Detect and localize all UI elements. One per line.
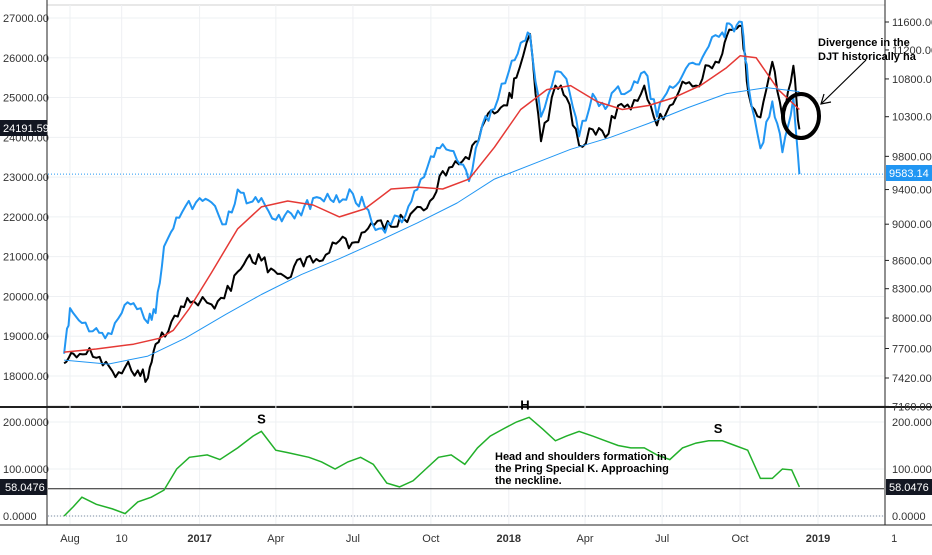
divergence-annotation-line2: DJT historically ha [818,51,917,63]
x-tick-label: 2017 [187,533,211,545]
left-tick-label: 26000.00 [3,53,49,65]
divergence-annotation-line1: Divergence in the [818,37,910,49]
indicator-right-tick-label: 200.0000 [892,417,932,429]
left-tick-label: 22000.00 [3,212,49,224]
left-tick-label: 27000.00 [3,13,49,25]
pattern-label: S [257,411,266,426]
pattern-label: H [520,397,529,412]
series-line-1 [63,20,801,354]
indicator-right-badge-bg [886,479,932,495]
divergence-annotation: Divergence in the DJT historically ha [781,37,917,140]
indicator-line [63,416,801,517]
indicator-layer: S H S [63,397,801,517]
pattern-label: S [714,421,723,436]
right-tick-label: 7700.00 [892,343,932,355]
x-tick-label: Jul [655,533,669,545]
right-price-badge-bg [886,165,932,181]
main-pane-frame [46,4,886,407]
indicator-right-tick-label: 100.0000 [892,464,932,476]
right-tick-label: 10300.00 [892,112,932,124]
x-tick-label: Apr [267,533,284,545]
x-tick-label: Oct [422,533,439,545]
left-tick-label: 25000.00 [3,93,49,105]
axis-labels: Aug 10 2017 Apr Jul Oct 2018 Apr Jul Oct 2019 1 1800… [3,13,932,545]
head-shoulders-annotation: Head and shoulders formation in the Prin… [495,451,669,487]
indicator-left-badge-bg [0,479,47,495]
indicator-right-badge: 58.0476 [886,479,932,495]
right-tick-label: 9400.00 [892,185,932,197]
indicator-right-tick-label: 0.0000 [892,511,926,523]
indicator-right-badge-text: 58.0476 [889,482,929,494]
right-tick-label: 10800.00 [892,74,932,86]
left-price-badge-bg [0,120,47,136]
right-tick-label: 8300.00 [892,284,932,296]
divergence-arrow [821,59,867,104]
indicator-left-badge: 58.0476 [0,479,47,495]
right-tick-label: 9800.00 [892,151,932,163]
x-tick-label: 2018 [497,533,521,545]
x-tick-label: Jul [346,533,360,545]
right-price-badge: 9583.14 [886,165,932,181]
right-tick-label: 7420.00 [892,373,932,385]
series-layer [63,20,801,383]
x-tick-label: 10 [116,533,128,545]
series-line-2 [64,55,800,353]
gridlines [48,5,884,524]
left-price-badge: 24191.59 [0,120,49,136]
indicator-left-badge-text: 58.0476 [5,482,45,494]
indicator-left-tick-label: 100.0000 [3,464,49,476]
x-tick-label: 1 [891,533,897,545]
left-tick-label: 21000.00 [3,252,49,264]
right-tick-label: 11600.00 [892,17,932,29]
x-tick-label: Apr [576,533,593,545]
right-price-badge-text: 9583.14 [889,168,929,180]
left-tick-label: 23000.00 [3,172,49,184]
hs-annotation-line2: the Pring Special K. Approaching [495,463,669,475]
divergence-circle [781,92,821,140]
indicator-left-tick-label: 200.0000 [3,417,49,429]
right-tick-label: 9000.00 [892,219,932,231]
series-line-0 [63,24,801,383]
x-tick-label: Oct [732,533,749,545]
divergence-arrowhead [820,93,832,105]
left-tick-label: 19000.00 [3,331,49,343]
hs-annotation-line3: the neckline. [495,475,562,487]
x-tick-label: 2019 [806,533,830,545]
series-line-3 [64,87,800,365]
left-price-badge-text: 24191.59 [3,123,49,135]
right-tick-label: 8000.00 [892,313,932,325]
left-tick-label: 18000.00 [3,371,49,383]
x-tick-label: Aug [60,533,80,545]
right-tick-label: 8600.00 [892,255,932,267]
hs-annotation-line1: Head and shoulders formation in [495,451,667,463]
indicator-left-tick-label: 0.0000 [3,511,37,523]
right-tick-label: 11200.00 [892,45,932,57]
right-tick-label: 7160.00 [892,401,932,413]
left-tick-label: 20000.00 [3,291,49,303]
